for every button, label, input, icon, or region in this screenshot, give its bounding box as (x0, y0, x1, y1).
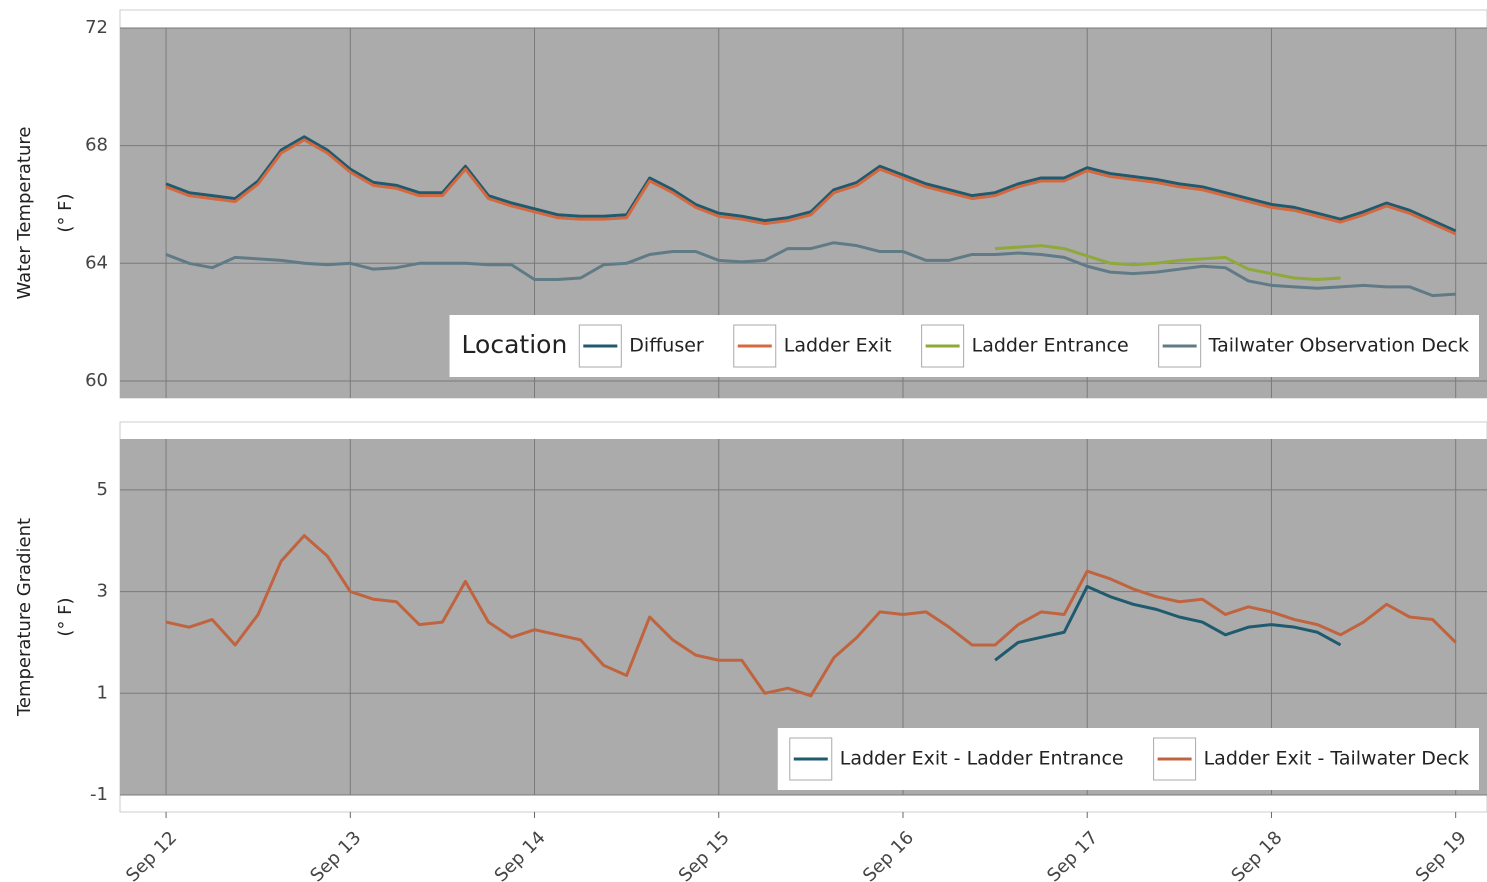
series-line (165, 534, 1457, 698)
legend-key (578, 324, 622, 368)
legend-background (777, 728, 1479, 790)
legend-key (733, 324, 777, 368)
y-tick-label: 1 (97, 682, 108, 703)
legend-label: Ladder Exit - Tailwater Deck (1204, 748, 1469, 770)
x-tick-label: Sep 17 (1043, 827, 1102, 882)
legend: Ladder Exit - Ladder Entrance Ladder Exit… (777, 728, 1479, 790)
legend-label: Ladder Entrance (972, 335, 1129, 357)
legend-label: Tailwater Observation Deck (1208, 335, 1469, 357)
legend-key (1158, 324, 1202, 368)
legend-key (789, 737, 833, 781)
x-tick-label: Sep 18 (1227, 827, 1286, 882)
y-tick-label: 3 (97, 581, 108, 602)
legend-title: Location (462, 330, 568, 359)
series-line (994, 584, 1342, 662)
x-tick-label: Sep 12 (122, 827, 181, 882)
x-tick-label: Sep 14 (491, 827, 550, 882)
y-tick-label: 68 (85, 135, 108, 156)
y-tick-label: 72 (85, 17, 108, 38)
x-tick-label: Sep 13 (306, 827, 365, 882)
legend-key (921, 324, 965, 368)
legend: Location Diffuser Ladder Exit Ladder Entran… (449, 315, 1479, 377)
y-axis-label: Water Temperature (14, 127, 35, 300)
x-tick-label: Sep 19 (1412, 827, 1471, 882)
y-tick-label: 5 (97, 479, 108, 500)
y-tick-label: 64 (85, 252, 108, 273)
legend-label: Ladder Exit - Ladder Entrance (840, 748, 1124, 770)
y-axis-label: (° F) (55, 597, 76, 636)
legend-label: Diffuser (629, 335, 704, 357)
legend-label: Ladder Exit (784, 335, 892, 357)
y-tick-label: -1 (90, 784, 108, 805)
y-tick-label: 60 (85, 370, 108, 391)
y-axis-label: Temperature Gradient (14, 518, 35, 717)
x-tick-label: Sep 15 (675, 827, 734, 882)
series-line (165, 241, 1456, 298)
series-line (165, 135, 1457, 233)
y-axis-label: (° F) (55, 193, 76, 232)
legend-key (1153, 737, 1197, 781)
series-line (995, 244, 1341, 281)
series-line (165, 138, 1457, 236)
x-tick-label: Sep 16 (859, 827, 918, 882)
